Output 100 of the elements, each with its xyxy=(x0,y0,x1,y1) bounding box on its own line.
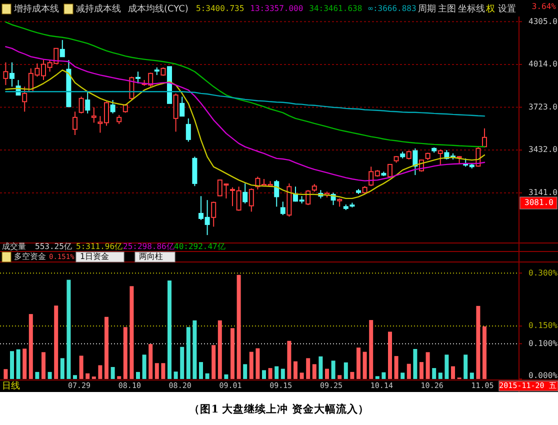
bar xyxy=(98,365,102,379)
annotation: 40:292.47亿 xyxy=(174,242,226,252)
bar xyxy=(192,320,197,379)
bar xyxy=(394,356,398,379)
bar xyxy=(306,358,310,379)
bar xyxy=(54,306,58,379)
text: （图1 大盘继续上冲 资金大幅流入） xyxy=(189,402,369,416)
bar xyxy=(205,373,210,379)
bar xyxy=(117,376,122,379)
bar xyxy=(79,356,84,379)
text: 34:3461.638 xyxy=(309,4,362,14)
annotation: 成交量 xyxy=(2,242,26,252)
bar xyxy=(318,356,323,379)
bar xyxy=(262,370,266,379)
bar xyxy=(130,286,134,379)
y-tick-label: 0.100% xyxy=(528,338,558,348)
bar xyxy=(60,358,64,379)
bar xyxy=(362,352,367,379)
bar xyxy=(148,344,153,379)
text: ∞:3666.883 xyxy=(368,4,416,14)
bar xyxy=(161,363,166,379)
bar xyxy=(22,348,27,379)
text: 权 xyxy=(485,3,495,14)
bar xyxy=(218,320,222,379)
bar xyxy=(66,280,71,379)
bar xyxy=(249,352,254,379)
bar xyxy=(142,354,146,379)
bar xyxy=(470,372,474,379)
bar xyxy=(180,346,184,379)
bar xyxy=(243,364,248,379)
bar xyxy=(426,352,430,379)
bar xyxy=(287,340,292,379)
bar xyxy=(294,361,298,379)
bar xyxy=(400,372,405,379)
bar xyxy=(356,348,360,379)
bar xyxy=(369,320,374,379)
text: 坐标线 xyxy=(458,3,485,14)
bar xyxy=(168,280,172,379)
y-tick-label: 3432.0 xyxy=(528,145,558,154)
bar xyxy=(420,362,424,379)
bar xyxy=(186,327,190,379)
y-tick-label: 0.150% xyxy=(528,321,558,330)
bar xyxy=(344,362,348,379)
line-series xyxy=(5,21,486,148)
candlestick xyxy=(10,62,14,88)
bar xyxy=(413,348,418,379)
text: 周期 xyxy=(418,3,436,14)
text: 减持成本线 xyxy=(76,3,121,14)
text: 多空资金 xyxy=(14,252,46,262)
bar xyxy=(406,364,411,379)
bar xyxy=(28,314,33,379)
bar xyxy=(338,375,342,379)
bar xyxy=(154,363,159,379)
text: 两向柱 xyxy=(139,252,163,262)
text: 5:3400.735 xyxy=(196,4,244,14)
bar xyxy=(35,372,40,379)
bar xyxy=(212,345,216,379)
bar xyxy=(331,360,336,379)
bar xyxy=(268,368,272,379)
bar xyxy=(375,376,380,379)
bar xyxy=(312,364,316,379)
annotation: 553.25亿 xyxy=(35,242,72,252)
bar xyxy=(388,332,392,379)
bar xyxy=(444,354,449,379)
text: 13:3357.000 xyxy=(250,4,304,14)
bar xyxy=(73,375,77,379)
candlestick xyxy=(3,62,8,86)
y-tick-label: 3141.0 xyxy=(528,188,558,198)
bar xyxy=(86,373,90,379)
bar xyxy=(476,306,480,379)
bar xyxy=(42,352,46,379)
bar xyxy=(274,366,279,379)
bar xyxy=(280,368,285,379)
bar xyxy=(451,366,455,379)
bar xyxy=(236,274,241,379)
bar xyxy=(482,326,486,379)
y-tick-label: 3723.0 xyxy=(528,102,558,112)
bar xyxy=(48,372,52,379)
bar xyxy=(382,372,386,379)
bar xyxy=(230,328,234,379)
bar xyxy=(136,372,140,379)
bar xyxy=(110,366,115,379)
text: 设置 xyxy=(498,3,516,14)
text: 3081.0 xyxy=(524,198,554,208)
text: 增持成本线 xyxy=(13,3,59,14)
bar xyxy=(123,327,128,379)
bar xyxy=(256,348,260,379)
text: 主图 xyxy=(438,3,456,14)
y-tick-label: 0.000% xyxy=(528,371,558,380)
bar xyxy=(300,372,304,379)
text: 日线 xyxy=(2,380,20,392)
annotation: 5:311.96亿 xyxy=(76,242,123,252)
text: 1日资金 xyxy=(80,252,110,262)
bar xyxy=(432,368,436,379)
bar xyxy=(174,372,178,379)
bar xyxy=(10,351,14,379)
text: 成本均线(CYC) xyxy=(128,3,188,14)
bar xyxy=(325,368,329,379)
y-tick-label: 4014.0 xyxy=(528,60,558,69)
bar xyxy=(350,372,354,379)
